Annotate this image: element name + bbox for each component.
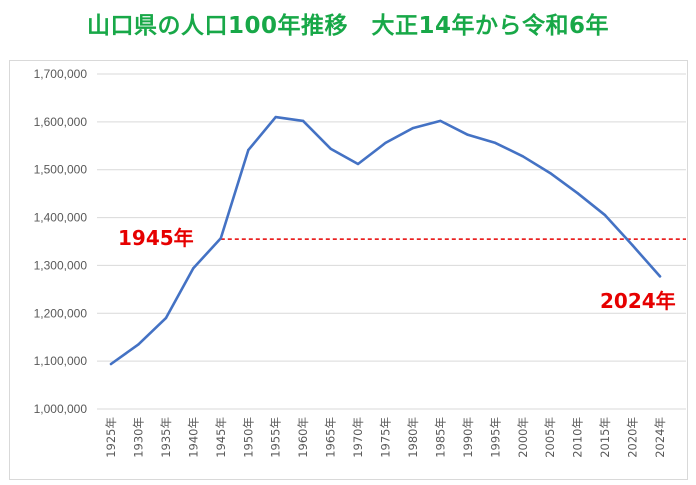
x-tick-label: 1925年 <box>104 417 118 458</box>
y-tick-label: 1,100,000 <box>34 354 88 368</box>
x-tick-label: 1970年 <box>351 417 365 458</box>
x-tick-label: 2015年 <box>598 417 612 458</box>
x-tick-label: 1945年 <box>214 417 228 458</box>
data-point <box>109 362 113 366</box>
x-tick-label: 1990年 <box>461 417 475 458</box>
x-tick-label: 1940年 <box>186 417 200 458</box>
x-tick-label: 2024年 <box>653 417 667 458</box>
data-point <box>521 155 524 158</box>
annotation-2024: 2024年 <box>600 289 676 313</box>
y-tick-label: 1,000,000 <box>34 402 88 416</box>
data-point <box>603 213 607 217</box>
y-tick-label: 1,400,000 <box>34 211 88 225</box>
chart-title: 山口県の人口100年推移 大正14年から令和6年 <box>86 13 610 39</box>
data-point <box>164 316 168 320</box>
x-tick-label: 1935年 <box>159 417 173 458</box>
data-point <box>137 343 140 346</box>
data-point <box>466 133 470 136</box>
data-point <box>494 141 497 145</box>
data-point <box>274 115 277 119</box>
data-point <box>219 236 222 240</box>
y-tick-label: 1,200,000 <box>34 306 88 320</box>
x-tick-label: 2000年 <box>516 417 530 458</box>
x-tick-label: 1995年 <box>488 417 502 458</box>
y-tick-label: 1,600,000 <box>34 115 88 129</box>
x-tick-label: 1965年 <box>324 417 338 458</box>
data-point <box>631 244 634 247</box>
x-tick-label: 1955年 <box>269 417 283 458</box>
data-point <box>549 171 552 175</box>
data-point <box>411 126 415 130</box>
data-point <box>247 148 250 152</box>
x-tick-label: 1950年 <box>241 417 255 458</box>
y-tick-label: 1,700,000 <box>34 67 88 81</box>
plot-area-border <box>9 60 688 480</box>
x-tick-label: 1975年 <box>379 417 393 458</box>
y-tick-label: 1,500,000 <box>34 163 88 177</box>
data-point <box>439 119 442 123</box>
data-point <box>329 147 332 150</box>
x-tick-label: 2010年 <box>571 417 585 458</box>
data-point <box>192 267 195 270</box>
x-tick-label: 1930年 <box>131 417 145 458</box>
data-point <box>384 141 387 145</box>
x-tick-label: 2020年 <box>626 417 640 458</box>
data-point <box>301 119 305 123</box>
x-tick-label: 2005年 <box>543 417 557 458</box>
x-tick-label: 1960年 <box>296 417 310 458</box>
x-tick-label: 1980年 <box>406 417 420 458</box>
data-point <box>576 191 579 195</box>
annotation-1945: 1945年 <box>118 226 194 250</box>
x-tick-label: 1985年 <box>433 417 447 458</box>
data-point <box>356 162 360 166</box>
data-point <box>658 275 662 278</box>
y-tick-label: 1,300,000 <box>34 258 88 272</box>
